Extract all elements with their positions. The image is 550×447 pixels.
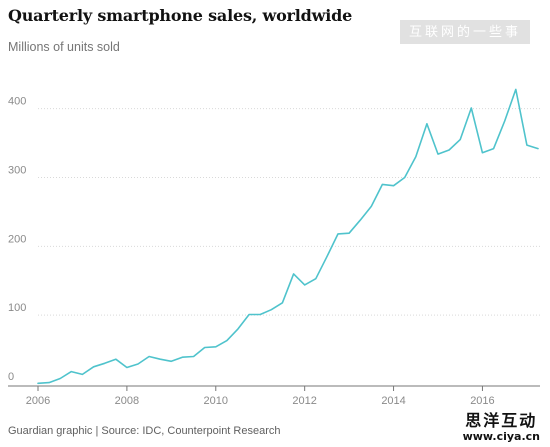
x-tick-label-2006: 2006 [26,395,50,407]
y-tick-label-100: 100 [8,302,26,314]
source-credit: Guardian graphic | Source: IDC, Counterp… [8,425,281,437]
watermark-bottom-url: www.ciya.cn [462,430,540,443]
x-axis: 2006 2008 2010 2012 2014 2016 [8,385,540,407]
y-tick-label-200: 200 [8,233,26,245]
chart-title: Quarterly smartphone sales, worldwide [8,6,353,25]
chart-subtitle: Millions of units sold [8,40,120,54]
series-line [37,88,539,385]
y-axis-tick-labels: 0 100 200 300 400 [8,96,26,383]
x-tick-label-2014: 2014 [381,395,405,407]
watermark-bottom: 思洋互动 www.ciya.cn [463,407,540,443]
watermark-bottom-main: 思洋互动 [465,411,538,430]
x-tick-label-2012: 2012 [292,395,316,407]
line-chart: 0 100 200 300 400 2006 2008 2010 2012 2014 2016 [8,88,540,407]
x-tick-label-2008: 2008 [115,395,139,407]
y-tick-label-400: 400 [8,96,26,108]
y-tick-label-300: 300 [8,164,26,176]
y-tick-label-0: 0 [8,371,14,383]
x-tick-label-2010: 2010 [204,395,228,407]
x-tick-label-2016: 2016 [470,395,494,407]
watermark-top: 互联网的一些事 [400,20,530,44]
